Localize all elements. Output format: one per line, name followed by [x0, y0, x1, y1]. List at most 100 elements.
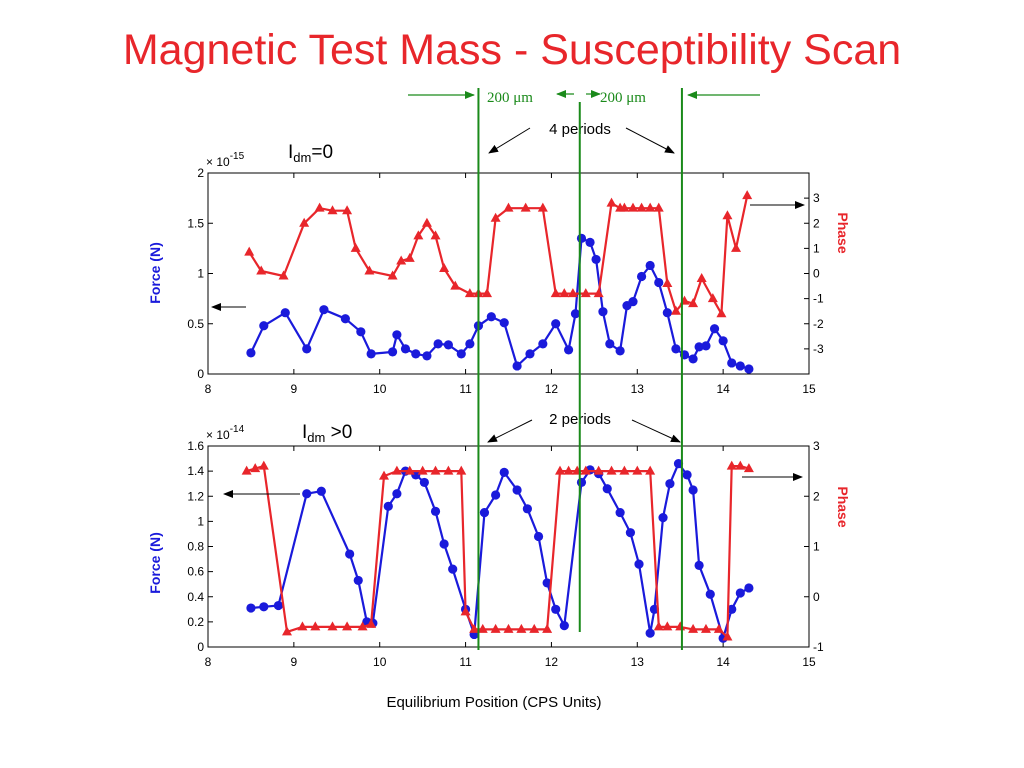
bottom-force-point: [744, 583, 754, 593]
top-phase-point: [421, 217, 432, 227]
bottom-phase-point: [258, 460, 269, 470]
top-ytick-label: 2: [197, 166, 204, 180]
top-ytick-label: 1: [197, 267, 204, 281]
x-axis-label: Equilibrium Position (CPS Units): [386, 694, 601, 711]
bottom-phase-point: [542, 623, 553, 633]
bottom-phase-point: [726, 460, 737, 470]
bottom-rtick-label: 3: [813, 439, 820, 453]
span-left-label: 200 μm: [487, 90, 533, 106]
top-phase-point: [707, 293, 718, 303]
bottom-phase-point: [477, 623, 488, 633]
top-force-point: [259, 321, 269, 331]
bottom-phase-point: [417, 465, 428, 475]
span-annotations: 200 μm 200 μm: [408, 90, 760, 106]
top-phase-point: [430, 230, 441, 240]
top-phase-point: [439, 262, 450, 272]
top-force-point: [636, 271, 647, 282]
bottom-phase-point: [555, 465, 566, 475]
top-xtick-label: 15: [802, 382, 816, 396]
top-force-point: [701, 341, 711, 351]
bottom-phase-point: [379, 470, 390, 480]
bottom-phase-point: [632, 465, 643, 475]
bottom-force-point: [316, 486, 326, 496]
top-phase-point: [619, 202, 630, 212]
top-force-point: [688, 354, 698, 364]
bottom-phase-point: [404, 465, 415, 475]
bottom-phase-point: [735, 460, 746, 470]
top-ylabel: Force (N): [147, 242, 163, 303]
top-force-point: [465, 339, 475, 349]
bottom-ylabel: Force (N): [147, 532, 163, 593]
top-force-point: [585, 237, 595, 247]
bottom-series: [241, 458, 754, 643]
bottom-ytick-label: 0.4: [187, 590, 204, 604]
top-force-point: [400, 344, 411, 354]
top-force-point: [392, 330, 402, 340]
top-force-point: [744, 364, 754, 374]
top-phase-point: [742, 190, 753, 200]
top-rtick-label: 2: [813, 216, 820, 230]
bottom-force-point: [694, 560, 704, 570]
top-force-point: [538, 339, 548, 349]
bottom-phase-point: [722, 631, 733, 641]
top-force-point: [433, 339, 443, 349]
bottom-y-scale-label: × 10-14: [206, 424, 245, 442]
bottom-phase-point: [662, 621, 673, 631]
top-force-point: [709, 324, 720, 334]
top-phase-point: [627, 202, 638, 212]
top-phase-point: [503, 202, 514, 212]
bottom-force-point: [727, 604, 737, 614]
bottom-phase-point: [241, 465, 252, 475]
bottom-phase-point: [469, 623, 480, 633]
bottom-force-point: [615, 507, 625, 518]
bottom-phase-point: [700, 623, 711, 633]
bottom-xtick-label: 10: [373, 655, 387, 669]
bottom-force-point: [645, 628, 655, 638]
bottom-phase-point: [619, 465, 630, 475]
bottom-xtick-label: 13: [631, 655, 645, 669]
top-force-point: [564, 345, 574, 355]
top-xtick-label: 11: [459, 382, 472, 396]
top-force-point: [443, 340, 453, 350]
bottom-phase-point: [456, 465, 467, 475]
bottom-ytick-label: 1: [197, 514, 204, 528]
top-phase-point: [490, 212, 501, 222]
bottom-force-point: [491, 490, 501, 500]
top-phase-point: [662, 278, 673, 288]
bottom-phase-point: [503, 623, 514, 633]
top-force-point: [356, 327, 366, 337]
bottom-rtick-label: -1: [813, 640, 824, 654]
top-phase-point: [537, 202, 548, 212]
span-right-label: 200 μm: [600, 90, 646, 106]
bottom-xtick-label: 9: [291, 655, 298, 669]
bottom-force-point: [576, 477, 587, 488]
bottom-force-point: [665, 479, 675, 489]
bottom-force-point: [735, 588, 745, 598]
bottom-condition-label: Idm >0: [302, 422, 352, 445]
top-rtick-label: -1: [813, 292, 824, 306]
bottom-phase-point: [653, 621, 664, 631]
bottom-phase-point: [443, 465, 454, 475]
bottom-xtick-label: 11: [459, 655, 472, 669]
top-xtick-label: 10: [373, 382, 387, 396]
bottom-ylabel-right: Phase: [835, 486, 851, 527]
bottom-phase-point: [563, 465, 574, 475]
top-phase-point: [593, 288, 604, 298]
top-ylabel-right: Phase: [835, 212, 851, 253]
top-phase-point: [580, 288, 591, 298]
top-phase-point: [670, 305, 681, 315]
top-phase-point: [653, 202, 664, 212]
top-xtick-label: 12: [545, 382, 559, 396]
top-force-point: [302, 344, 312, 354]
top-phase-point: [606, 197, 617, 207]
bottom-phase-point: [529, 623, 540, 633]
top-force-point: [422, 351, 432, 361]
bottom-xtick-label: 14: [716, 655, 730, 669]
top-phase-point: [722, 210, 733, 220]
bottom-phase-point: [342, 621, 353, 631]
bottom-force-point: [705, 589, 715, 599]
top-phase-point: [645, 202, 656, 212]
top-force-point: [340, 314, 350, 324]
bottom-panel: 8 9 10 11 12 13 14 1500.20.40.60.811.21.41.6-10…: [147, 422, 851, 711]
bottom-force-point: [602, 484, 612, 494]
